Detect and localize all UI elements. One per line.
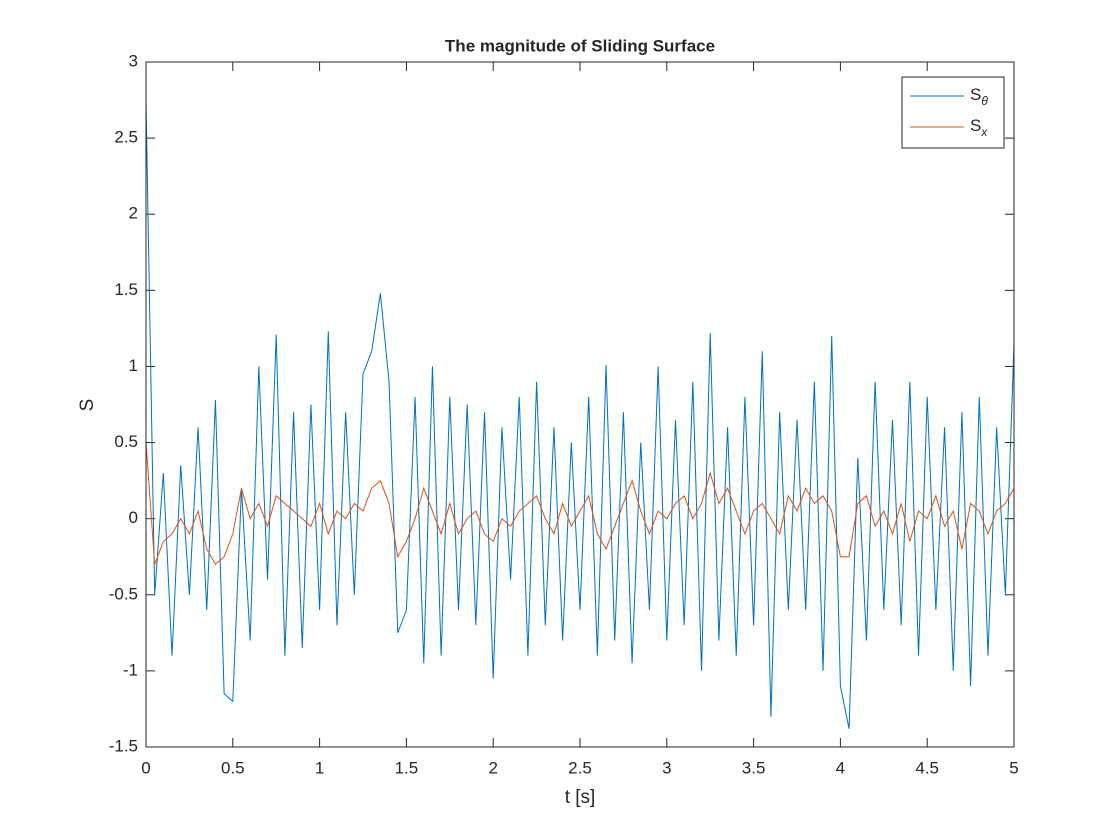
y-tick-label: -1	[123, 660, 138, 679]
x-tick-label: 1.5	[395, 758, 419, 777]
x-tick-label: 3.5	[742, 758, 766, 777]
y-tick-label: -1.5	[109, 736, 138, 755]
x-tick-label: 4	[836, 758, 845, 777]
x-tick-label: 2	[488, 758, 497, 777]
y-tick-label: 0	[129, 508, 138, 527]
y-tick-label: 2.5	[114, 128, 138, 147]
y-tick-label: 0.5	[114, 432, 138, 451]
legend-label: Sx	[970, 116, 988, 139]
y-tick-label: 1.5	[114, 280, 138, 299]
y-tick-label: 3	[129, 51, 138, 70]
x-tick-label: 0	[141, 758, 150, 777]
chart-title: The magnitude of Sliding Surface	[445, 36, 715, 55]
legend-label: Sθ	[970, 85, 988, 108]
x-tick-label: 1	[315, 758, 324, 777]
y-axis-label: S	[77, 399, 98, 412]
x-tick-label: 0.5	[221, 758, 245, 777]
series-line	[146, 100, 1014, 729]
x-tick-label: 5	[1009, 758, 1018, 777]
y-tick-label: 1	[129, 356, 138, 375]
x-tick-label: 3	[662, 758, 671, 777]
x-tick-label: 2.5	[568, 758, 592, 777]
legend-box	[901, 76, 1005, 149]
plot-frame	[145, 61, 1015, 748]
series-line	[146, 442, 1014, 566]
x-tick-label: 4.5	[915, 758, 939, 777]
y-tick-label: 2	[129, 204, 138, 223]
x-axis-label: t [s]	[565, 787, 596, 808]
y-tick-label: -0.5	[109, 584, 138, 603]
